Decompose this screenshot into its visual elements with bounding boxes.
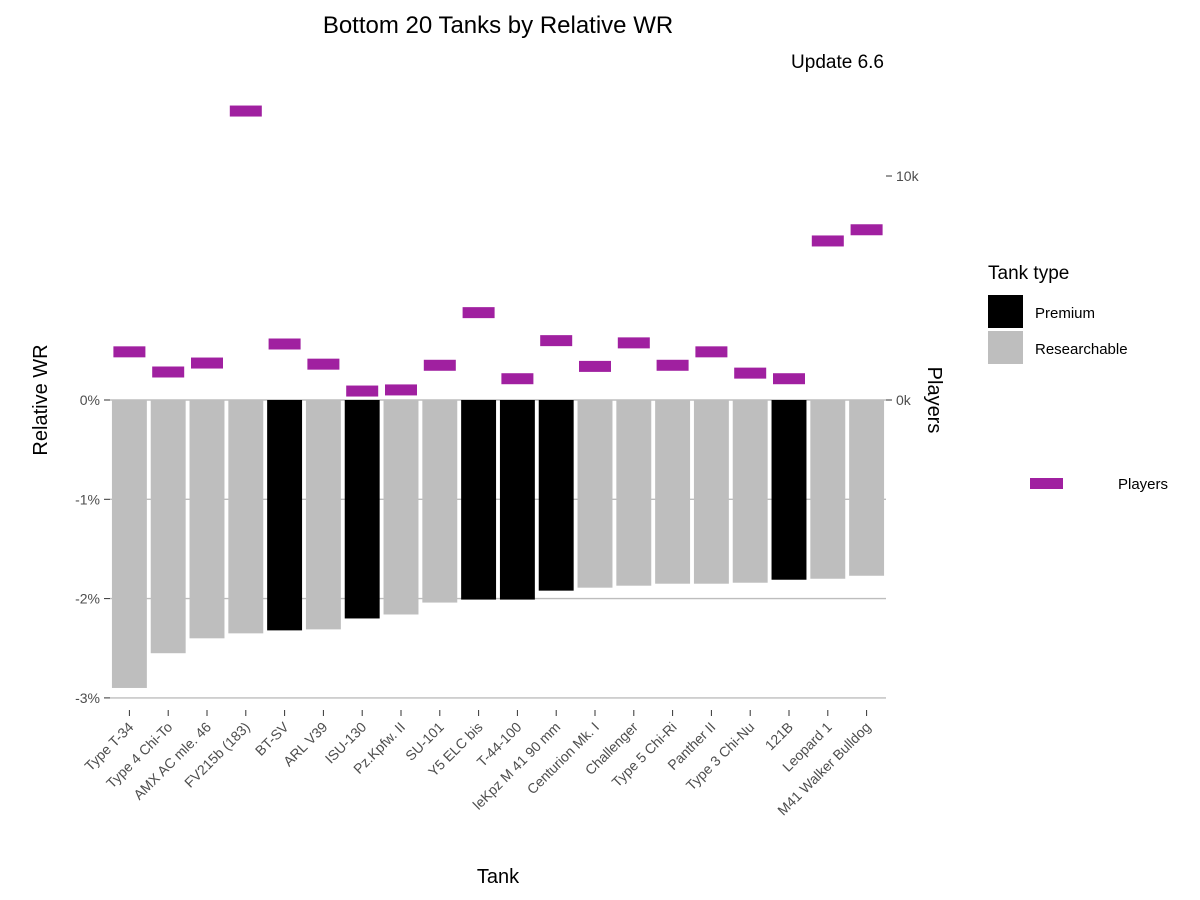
gridlines: [110, 399, 886, 699]
player-marker: [346, 385, 379, 397]
player-marker: [773, 373, 805, 385]
bar: [111, 400, 147, 688]
bar: [616, 400, 652, 586]
bar: [732, 400, 768, 583]
bar: [499, 400, 535, 600]
legend-title: Tank type: [988, 263, 1069, 284]
bar: [228, 400, 264, 634]
y2-axis-title: Players: [923, 367, 945, 434]
y2-tick-label: 10k: [896, 168, 920, 184]
player-marker: [656, 359, 689, 371]
legend: Tank type Premium Researchable Players: [988, 263, 1168, 493]
player-marker: [695, 346, 728, 358]
x-tick-label: Type 3 Chi-Nu: [683, 719, 758, 794]
bar: [189, 400, 225, 639]
player-marker: [113, 346, 146, 358]
bar: [305, 400, 341, 630]
player-marker: [191, 357, 223, 369]
y-tick-label: -3%: [75, 690, 100, 706]
bar: [849, 400, 885, 576]
player-marker: [307, 358, 340, 370]
legend-label-players: Players: [1118, 476, 1168, 493]
player-marker: [152, 366, 185, 378]
player-markers: [113, 105, 883, 397]
player-marker: [540, 335, 573, 347]
bar: [383, 400, 419, 615]
chart-title: Bottom 20 Tanks by Relative WR: [323, 12, 673, 39]
bar: [771, 400, 807, 580]
bar: [422, 400, 458, 603]
y-axis-title: Relative WR: [30, 344, 52, 455]
player-marker: [462, 307, 495, 319]
player-marker: [501, 373, 534, 385]
x-tick-label: 121B: [762, 719, 796, 753]
player-marker: [423, 359, 456, 371]
bar: [693, 400, 729, 584]
player-marker: [229, 105, 262, 117]
player-marker: [617, 337, 650, 349]
bar: [344, 400, 380, 619]
bar: [267, 400, 303, 631]
chart-subtitle: Update 6.6: [791, 52, 884, 73]
bar: [577, 400, 613, 588]
y2-tick-label: 0k: [896, 392, 912, 408]
y-tick-label: -2%: [75, 591, 100, 607]
legend-key-players: [1030, 478, 1063, 489]
player-marker: [385, 384, 417, 396]
bar: [538, 400, 574, 591]
player-marker: [850, 224, 883, 236]
legend-label-premium: Premium: [1035, 305, 1095, 322]
bar: [150, 400, 186, 654]
legend-label-researchable: Researchable: [1035, 341, 1128, 358]
x-axis-title: Tank: [477, 866, 520, 888]
player-marker: [811, 235, 844, 247]
legend-key-premium: [988, 295, 1023, 328]
y-tick-label: -1%: [75, 491, 100, 507]
player-marker: [734, 367, 767, 379]
bars: [111, 400, 885, 688]
player-marker: [268, 338, 301, 350]
bar: [461, 400, 497, 600]
bar: [655, 400, 691, 584]
y-tick-label: 0%: [80, 392, 100, 408]
y-axis-ticks: 0% -1% -2% -3%: [75, 392, 110, 706]
player-marker: [579, 360, 611, 372]
y2-axis-ticks: 10k 0k: [886, 168, 920, 408]
legend-key-researchable: [988, 331, 1023, 364]
bar: [810, 400, 846, 579]
